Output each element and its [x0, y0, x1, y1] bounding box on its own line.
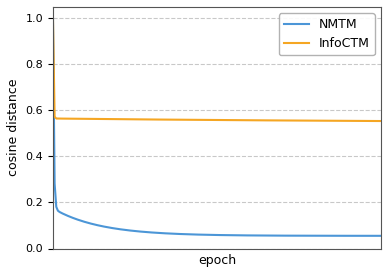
- NMTM: [71, 216, 75, 219]
- NMTM: [112, 227, 116, 230]
- NMTM: [362, 234, 367, 238]
- Legend: NMTM, InfoCTM: NMTM, InfoCTM: [279, 13, 375, 55]
- InfoCTM: [351, 119, 355, 122]
- InfoCTM: [64, 117, 69, 120]
- InfoCTM: [138, 118, 143, 121]
- InfoCTM: [112, 118, 116, 121]
- InfoCTM: [362, 119, 367, 122]
- NMTM: [351, 234, 355, 238]
- NMTM: [64, 213, 69, 217]
- InfoCTM: [51, 17, 55, 20]
- InfoCTM: [71, 117, 75, 120]
- Y-axis label: cosine distance: cosine distance: [7, 79, 20, 176]
- NMTM: [379, 234, 383, 238]
- InfoCTM: [379, 119, 383, 123]
- Line: InfoCTM: InfoCTM: [53, 18, 381, 121]
- X-axis label: epoch: epoch: [198, 254, 236, 267]
- Line: NMTM: NMTM: [53, 18, 381, 236]
- NMTM: [51, 17, 55, 20]
- NMTM: [138, 230, 143, 233]
